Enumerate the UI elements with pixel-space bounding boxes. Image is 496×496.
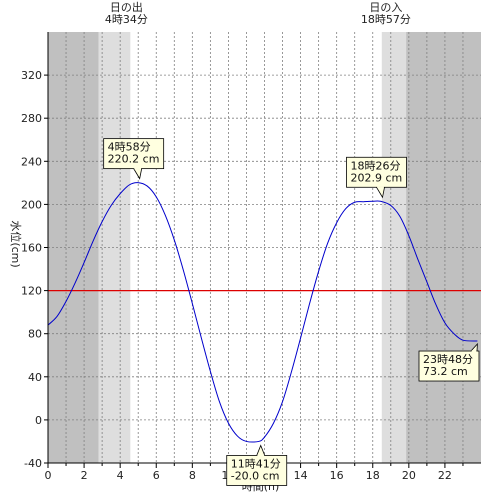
- y-tick-label: 0: [35, 414, 42, 427]
- y-tick-label: 320: [21, 69, 42, 82]
- x-tick-label: 20: [402, 469, 416, 482]
- x-tick-label: 4: [117, 469, 124, 482]
- x-tick-label: 6: [153, 469, 160, 482]
- y-tick-label: 200: [21, 198, 42, 211]
- callout-text: 202.9 cm: [351, 171, 403, 184]
- x-tick-label: 18: [366, 469, 380, 482]
- x-tick-label: 0: [45, 469, 52, 482]
- x-tick-label: 2: [81, 469, 88, 482]
- sunset-label: 18時57分: [361, 13, 411, 26]
- y-tick-label: 240: [21, 155, 42, 168]
- callout-text: 23時48分: [423, 353, 473, 366]
- sunrise-label: 4時34分: [105, 13, 148, 26]
- sunset-label: 日の入: [369, 1, 402, 14]
- y-tick-label: -40: [24, 457, 42, 470]
- x-tick-label: 14: [294, 469, 308, 482]
- callout: 11時41分-20.0 cm: [226, 444, 288, 486]
- y-tick-label: 80: [28, 328, 42, 341]
- callout-box: [226, 455, 288, 486]
- y-tick-label: 120: [21, 285, 42, 298]
- callout-text: 18時26分: [351, 159, 401, 172]
- callout-text: 220.2 cm: [108, 153, 160, 166]
- callout-text: -20.0 cm: [231, 469, 280, 482]
- callout-box: [346, 156, 407, 188]
- callout-box: [103, 138, 165, 170]
- y-tick-label: 160: [21, 242, 42, 255]
- x-tick-label: 22: [438, 469, 452, 482]
- callout-box: [418, 350, 480, 382]
- callout-text: 73.2 cm: [423, 365, 468, 378]
- y-axis-label: 水位(cm): [9, 220, 23, 267]
- x-tick-label: 8: [189, 469, 196, 482]
- callout-text: 11時41分: [231, 457, 281, 470]
- y-tick-label: 280: [21, 112, 42, 125]
- tide-series-line: [47, 182, 478, 443]
- callout-text: 4時58分: [108, 141, 151, 154]
- y-tick-label: 40: [28, 371, 42, 384]
- x-tick-label: 16: [330, 469, 344, 482]
- sunrise-label: 日の出: [110, 0, 143, 14]
